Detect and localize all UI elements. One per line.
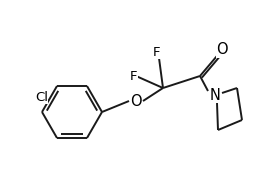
- Text: O: O: [216, 42, 228, 58]
- Text: N: N: [210, 87, 220, 102]
- Text: O: O: [130, 93, 142, 109]
- Text: F: F: [130, 70, 138, 82]
- Text: Cl: Cl: [35, 91, 48, 104]
- Text: F: F: [153, 45, 161, 59]
